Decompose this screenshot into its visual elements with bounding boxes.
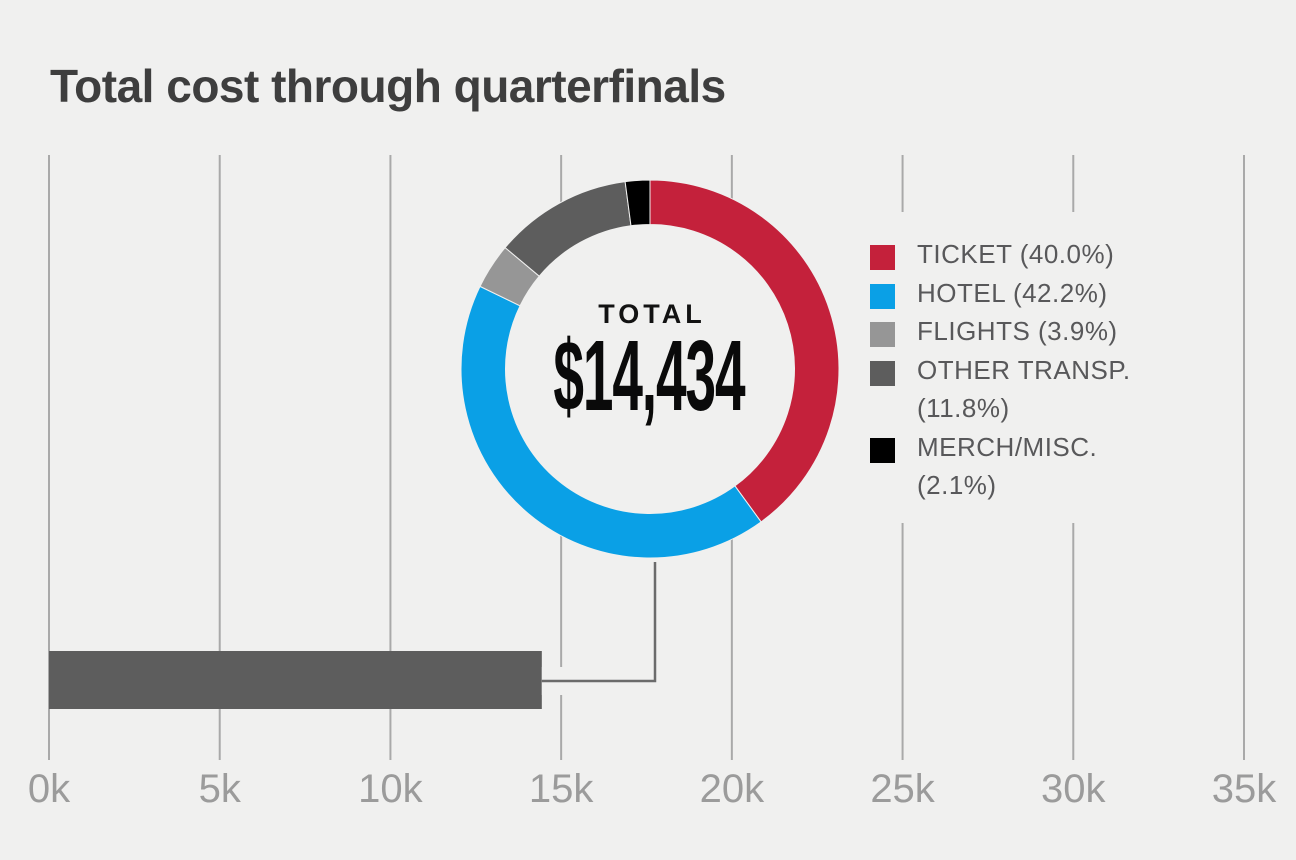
legend: TICKET (40.0%) HOTEL (42.2%) FLIGHTS (3.9%… xyxy=(856,212,1205,523)
donut-slice-hotel xyxy=(460,285,762,559)
legend-swatch xyxy=(870,245,895,270)
page-title: Total cost through quarterfinals xyxy=(50,60,726,112)
axis-tick-label: 15k xyxy=(528,767,594,811)
legend-label: FLIGHTS (3.9%) xyxy=(917,312,1118,351)
donut-slice-ticket xyxy=(649,179,840,523)
donut-center-value: $14,434 xyxy=(553,320,745,432)
legend-label: OTHER TRANSP. (11.8%) xyxy=(917,351,1131,428)
bar-group xyxy=(49,651,542,709)
legend-label-line: TICKET (40.0%) xyxy=(917,239,1115,269)
axis-tick-label: 35k xyxy=(1211,767,1277,811)
axis-tick-label: 25k xyxy=(870,767,935,811)
legend-label: HOTEL (42.2%) xyxy=(917,274,1107,313)
legend-item: TICKET (40.0%) xyxy=(870,235,1205,274)
axis-tick-label: 5k xyxy=(198,767,241,811)
donut-group xyxy=(460,179,840,559)
axis-tick-label: 0k xyxy=(27,767,71,811)
legend-swatch xyxy=(870,283,895,309)
legend-item: OTHER TRANSP. (11.8%) xyxy=(870,351,1205,428)
connector-group xyxy=(541,562,667,695)
legend-label-line: (2.1%) xyxy=(917,470,997,500)
legend-label-line: HOTEL (42.2%) xyxy=(917,277,1108,308)
axis-tick-label: 20k xyxy=(699,767,765,811)
axis-tick-label: 10k xyxy=(358,767,423,811)
legend-item: MERCH/MISC. (2.1%) xyxy=(870,428,1205,505)
donut-backdrop xyxy=(461,180,839,558)
axis-tick-label: 30k xyxy=(1041,767,1106,811)
total-bar xyxy=(49,651,542,709)
legend-label: MERCH/MISC. (2.1%) xyxy=(917,428,1097,505)
legend-label-line: FLIGHTS (3.9%) xyxy=(917,316,1118,346)
donut-slice-merch-misc xyxy=(624,179,651,227)
donut-center-label: TOTAL xyxy=(598,299,706,329)
legend-item: HOTEL (42.2%) xyxy=(870,274,1205,313)
legend-label: TICKET (40.0%) xyxy=(917,235,1114,274)
legend-label-line: OTHER TRANSP. xyxy=(917,354,1131,385)
legend-swatch xyxy=(870,360,895,386)
legend-swatch xyxy=(870,437,895,463)
legend-item: FLIGHTS (3.9%) xyxy=(870,312,1205,351)
connector-line xyxy=(541,562,657,683)
legend-label-line: (11.8%) xyxy=(917,393,1010,423)
legend-swatch xyxy=(870,322,895,347)
legend-label-line: MERCH/MISC. xyxy=(917,431,1098,462)
